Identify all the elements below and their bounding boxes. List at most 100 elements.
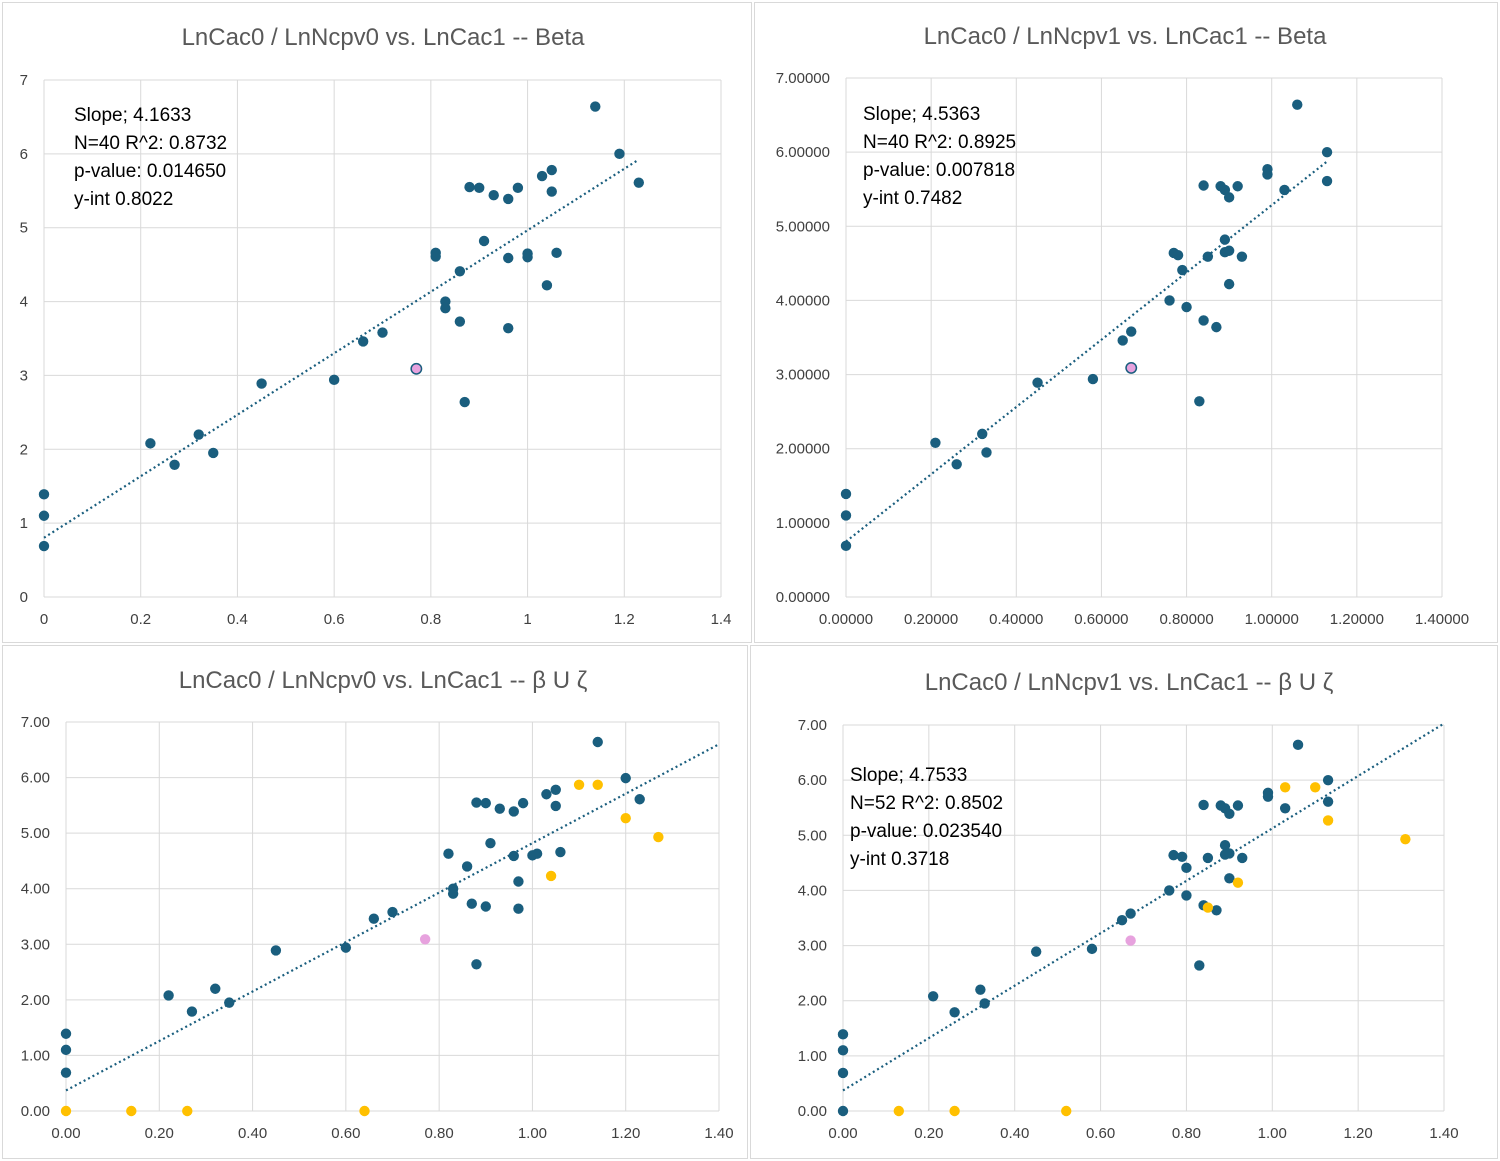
y-tick-label: 1.00 <box>21 1047 50 1064</box>
data-point <box>975 984 986 995</box>
scatter-chart: LnCac0 / LnNcpv1 vs. LnCac1 -- β U ζ 0.00… <box>798 669 1459 1142</box>
data-point <box>1237 852 1248 864</box>
data-point <box>466 898 477 909</box>
data-point <box>145 438 156 449</box>
data-point <box>633 177 644 188</box>
data-point <box>1223 245 1235 256</box>
data-point <box>480 901 491 912</box>
trendline <box>65 743 720 1092</box>
data-point <box>840 510 852 521</box>
x-tick-label: 0 <box>40 611 48 628</box>
data-point <box>1223 278 1235 290</box>
regression-annotation: p-value: 0.007818 <box>863 160 1015 181</box>
data-point <box>1400 833 1411 845</box>
data-point <box>1198 315 1209 326</box>
y-tick-label: 7 <box>20 72 28 89</box>
data-point <box>38 540 50 552</box>
y-tick-label: 7.00000 <box>776 70 830 87</box>
data-point <box>224 997 235 1008</box>
data-point <box>1194 396 1205 407</box>
data-point <box>1232 181 1243 192</box>
data-point <box>1181 862 1192 874</box>
data-point <box>1322 815 1334 826</box>
x-tick-label: 1.40 <box>704 1125 733 1142</box>
x-tick-label: 1.2 <box>614 611 635 628</box>
chart-title: LnCac0 / LnNcpv0 vs. LnCac1 -- Beta <box>182 24 586 51</box>
data-point <box>1322 796 1334 807</box>
y-tick-label: 5.00000 <box>776 218 830 235</box>
regression-annotation: Slope; 4.5363 <box>863 104 980 125</box>
data-point <box>1198 180 1209 191</box>
data-point <box>840 488 852 500</box>
data-point <box>614 148 625 160</box>
y-tick-label: 6.00000 <box>776 144 830 161</box>
data-point <box>512 182 524 194</box>
data-point <box>522 248 533 259</box>
data-point <box>634 794 645 805</box>
data-point <box>340 942 352 953</box>
data-point <box>126 1105 137 1117</box>
y-tick-label: 0 <box>20 589 28 606</box>
data-point <box>620 812 631 824</box>
data-point <box>474 182 485 194</box>
data-point <box>1224 873 1235 884</box>
data-point <box>508 850 519 862</box>
chart-title: LnCac0 / LnNcpv0 vs. LnCac1 -- β U ζ <box>179 667 588 694</box>
data-point <box>1202 251 1214 262</box>
data-point <box>256 378 267 389</box>
data-point <box>1126 326 1137 337</box>
data-point <box>328 374 340 386</box>
data-point <box>461 861 473 872</box>
regression-annotation: y-int 0.3718 <box>850 849 949 870</box>
y-tick-label: 4.00 <box>21 881 50 898</box>
data-point <box>1116 915 1128 926</box>
data-point <box>1211 321 1222 333</box>
data-point <box>981 447 992 458</box>
trendline <box>43 158 640 539</box>
chart-title: LnCac0 / LnNcpv1 vs. LnCac1 -- Beta <box>924 23 1328 50</box>
data-point <box>949 1105 960 1117</box>
y-tick-label: 1.00 <box>798 1048 827 1065</box>
data-point <box>1279 184 1290 196</box>
data-point <box>927 991 939 1002</box>
data-point <box>270 945 282 956</box>
data-point <box>1223 192 1235 203</box>
data-point <box>60 1028 72 1039</box>
data-point <box>536 170 548 182</box>
data-point <box>1292 99 1303 110</box>
x-tick-label: 0.60 <box>1086 1125 1115 1142</box>
x-tick-label: 1.40 <box>1429 1125 1458 1142</box>
data-point <box>930 437 941 448</box>
y-tick-label: 1.00000 <box>776 515 830 532</box>
data-point <box>541 789 552 800</box>
data-point <box>208 447 219 459</box>
data-point <box>545 870 557 882</box>
data-point <box>837 1029 849 1040</box>
data-point <box>357 336 369 347</box>
y-tick-label: 7.00 <box>21 714 50 731</box>
data-point <box>503 252 514 264</box>
y-tick-label: 3 <box>20 367 28 384</box>
data-point <box>1168 849 1179 861</box>
chart-panel-top-right: LnCac0 / LnNcpv1 vs. LnCac1 -- Beta 0.000… <box>754 2 1498 643</box>
y-tick-label: 3.00 <box>21 936 50 953</box>
data-point <box>513 876 524 887</box>
data-point <box>1262 163 1273 175</box>
trendline <box>842 722 1445 1092</box>
y-tick-label: 6.00 <box>798 772 827 789</box>
data-point <box>1176 851 1188 862</box>
data-point <box>837 1067 849 1079</box>
x-tick-label: 0.8 <box>420 611 441 628</box>
data-point <box>60 1067 72 1078</box>
y-tick-label: 4.00 <box>798 882 827 899</box>
data-point <box>471 959 482 970</box>
y-tick-label: 2.00000 <box>776 441 830 458</box>
data-point <box>410 362 423 375</box>
data-point <box>368 913 380 924</box>
data-point <box>1087 373 1099 385</box>
data-point <box>494 803 505 814</box>
x-tick-label: 0.80 <box>425 1125 454 1142</box>
data-point <box>419 934 431 945</box>
scatter-chart: LnCac0 / LnNcpv0 vs. LnCac1 -- Beta 0 0.2 0… <box>20 24 732 628</box>
data-point <box>546 164 557 176</box>
